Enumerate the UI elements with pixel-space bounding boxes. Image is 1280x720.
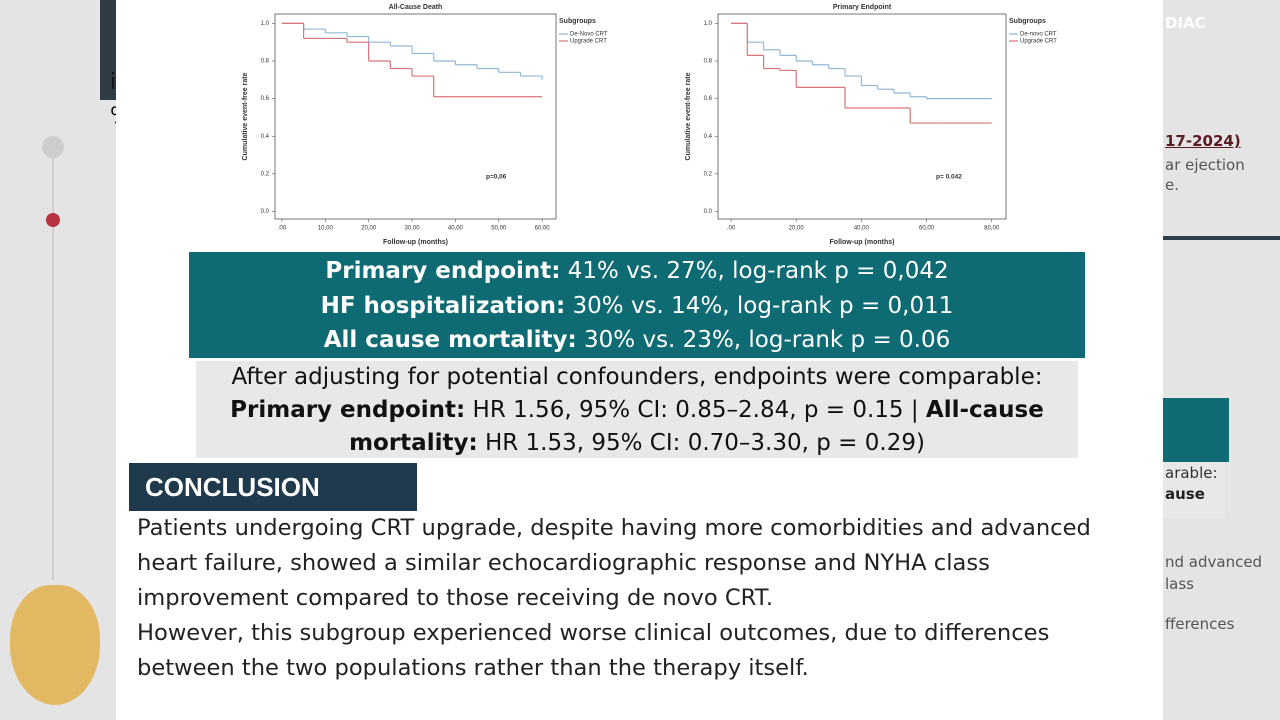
- plot-frame: [717, 13, 1007, 220]
- adjusted-label: Primary endpoint:: [230, 397, 466, 423]
- fragment: 17-2024): [1165, 132, 1241, 150]
- x-tick-label: 10,00: [318, 226, 334, 232]
- fragment: nd advanced: [1165, 553, 1263, 571]
- fragment: e.: [1165, 176, 1179, 194]
- fragment: lass: [1165, 575, 1194, 593]
- y-tick-label: 0.8: [261, 59, 270, 65]
- p-value: p=0,06: [486, 174, 507, 181]
- x-tick-label: 60,00: [535, 226, 551, 232]
- y-tick-label: 0.2: [261, 171, 270, 177]
- chart-title: Primary Endpoint: [833, 4, 892, 11]
- paragraph: However, this subgroup experienced worse…: [137, 620, 1050, 681]
- x-tick-label: 40,00: [854, 226, 870, 232]
- x-tick-label: .00: [727, 226, 736, 232]
- x-tick-label: 20,00: [789, 226, 805, 232]
- y-tick-label: 0.8: [704, 59, 713, 65]
- fragment: fferences: [1165, 615, 1235, 633]
- x-tick-label: 30,00: [405, 226, 421, 232]
- y-tick-label: 1.0: [261, 21, 270, 27]
- adjusted-intro: After adjusting for potential confounder…: [231, 364, 1043, 390]
- y-tick-label: 0.6: [261, 96, 270, 102]
- fragment: DIAC: [1165, 14, 1206, 32]
- result-line: All cause mortality: 30% vs. 23%, log-ra…: [189, 323, 1085, 358]
- legend-entry: De-Novo CRT: [570, 32, 608, 38]
- y-tick-label: 0.0: [704, 209, 713, 215]
- conclusion-heading: CONCLUSION: [129, 463, 417, 511]
- x-tick-label: 40,00: [448, 226, 464, 232]
- x-tick-label: .00: [278, 226, 287, 232]
- timeline-dot: [42, 136, 64, 158]
- charts: All-Cause Death Follow-up (months) Cumulat…: [242, 4, 1057, 246]
- legend-entry: De-novo CRT: [1020, 32, 1057, 38]
- fragment: arable:: [1165, 464, 1218, 482]
- fragment: ar ejection: [1165, 156, 1245, 174]
- y-tick-label: 0.6: [704, 96, 713, 102]
- timeline: [52, 150, 54, 580]
- background-band: [100, 0, 116, 100]
- y-axis-label: Cumulative event-free rate: [242, 72, 249, 160]
- x-axis-label: Follow-up (months): [383, 239, 448, 246]
- result-text: 30% vs. 23%, log-rank p = 0.06: [576, 327, 951, 353]
- adjusted-text: HR 1.56, 95% CI: 0.85–2.84, p = 0.15 |: [465, 397, 926, 423]
- result-text: 30% vs. 14%, log-rank p = 0,011: [565, 292, 954, 319]
- y-tick-label: 0.4: [704, 134, 713, 140]
- conclusion-text: Patients undergoing CRT upgrade, despite…: [137, 511, 1137, 686]
- adjusted-text: HR 1.53, 95% CI: 0.70–3.30, p = 0.29): [477, 430, 925, 456]
- chart-title: All-Cause Death: [389, 4, 443, 11]
- background-box: [1163, 462, 1225, 518]
- x-tick-label: 20,00: [361, 226, 377, 232]
- y-tick-label: 0.0: [261, 209, 270, 215]
- result-label: HF hospitalization:: [320, 292, 566, 319]
- result-text: 41% vs. 27%, log-rank p = 0,042: [560, 258, 949, 284]
- x-tick-label: 50,00: [491, 226, 507, 232]
- paragraph: Patients undergoing CRT upgrade, despite…: [137, 515, 1091, 611]
- adjusted-label: All-cause mortality:: [349, 397, 1044, 456]
- x-tick-label: 80,00: [984, 226, 1000, 232]
- result-label: All cause mortality:: [323, 327, 577, 353]
- results-box: Primary endpoint: 41% vs. 27%, log-rank …: [189, 252, 1085, 358]
- p-value: p= 0.042: [936, 174, 962, 181]
- timeline-dot: [46, 213, 60, 227]
- legend-entry: Upgrade CRT: [570, 39, 607, 45]
- background-box: [1163, 398, 1229, 462]
- x-tick-label: 60,00: [919, 226, 935, 232]
- result-line: Primary endpoint: 41% vs. 27%, log-rank …: [189, 254, 1085, 289]
- result-label: Primary endpoint:: [325, 258, 561, 284]
- background-rule: [1163, 236, 1280, 240]
- result-line: HF hospitalization: 30% vs. 14%, log-ran…: [189, 289, 1085, 324]
- legend-title: Subgroups: [1009, 18, 1046, 25]
- fragment: ause: [1165, 485, 1205, 503]
- plot-frame: [274, 13, 557, 220]
- slide-panel: [116, 0, 1163, 720]
- y-tick-label: 0.2: [704, 171, 713, 177]
- heart-icon: [10, 585, 100, 705]
- legend-entry: Upgrade CRT: [1020, 39, 1057, 45]
- y-tick-label: 1.0: [704, 21, 713, 27]
- adjusted-detail: Primary endpoint: HR 1.56, 95% CI: 0.85–…: [196, 394, 1078, 460]
- y-axis-label: Cumulative event-free rate: [685, 72, 692, 160]
- legend-title: Subgroups: [559, 18, 596, 25]
- adjusted-box: After adjusting for potential confounder…: [196, 361, 1078, 458]
- x-axis-label: Follow-up (months): [830, 239, 895, 246]
- y-tick-label: 0.4: [261, 134, 270, 140]
